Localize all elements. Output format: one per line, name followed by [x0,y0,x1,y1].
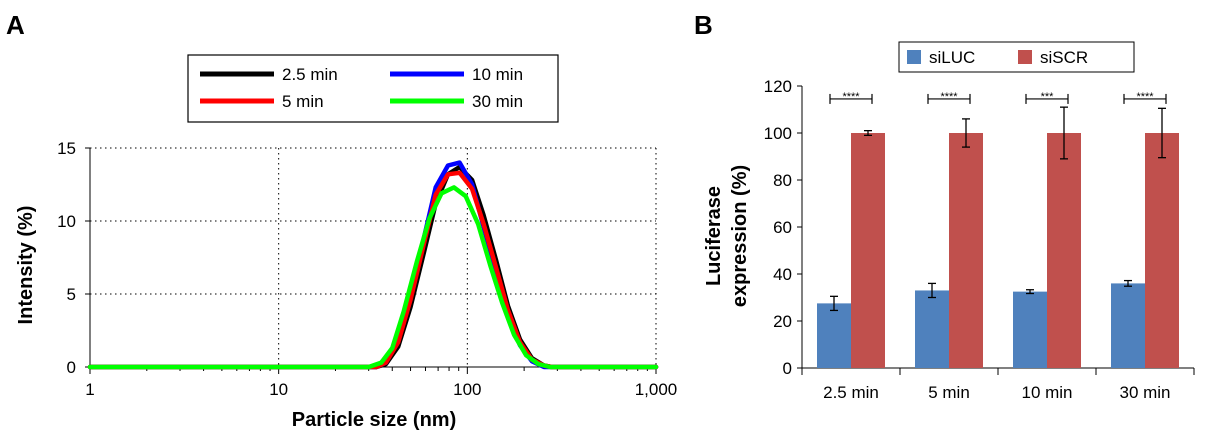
x-tick-label: 10 [269,380,288,399]
y-tick-label: 0 [783,359,792,378]
legend-box [898,41,1135,73]
panel-a-label: A [6,10,25,40]
legend: siLUC siSCR [898,41,1135,73]
legend-label: 10 min [472,65,523,84]
x-tick-label: 100 [453,380,481,399]
significance-stars: **** [940,91,958,103]
bar-siLUC [1111,283,1145,368]
legend-label: siSCR [1040,48,1088,67]
legend-box [187,54,559,123]
x-tick-label: 1 [85,380,94,399]
y-tick-label: 40 [773,265,792,284]
series-line [87,164,659,370]
y-tick-label: 20 [773,312,792,331]
series-line [87,170,659,370]
significance-stars: **** [842,91,860,103]
chart-b-y-axis-title-line2: expression (%) [729,165,751,307]
legend-label: siLUC [929,48,975,67]
bar-siSCR [1047,133,1081,368]
legend: 2.5 min 10 min 5 min 30 min [187,54,559,123]
y-tick-label: 15 [57,139,76,158]
y-tick-label: 0 [67,358,76,377]
legend-swatch [907,50,921,64]
legend-label: 30 min [472,92,523,111]
bar-siLUC [915,290,949,368]
y-tick-label: 10 [57,212,76,231]
legend-swatch [1018,50,1032,64]
chart-b-y-axis-title-line1: Luciferase [703,186,725,286]
bar-siSCR [949,133,983,368]
y-tick-label: 120 [764,77,792,96]
series-line [87,160,659,370]
legend-label: 2.5 min [282,65,338,84]
series-line [87,185,659,370]
chart-a-x-axis-title: Particle size (nm) [292,409,457,431]
bar-siLUC [1013,291,1047,368]
significance-stars: *** [1041,91,1055,103]
x-tick-label: 30 min [1119,383,1170,402]
bar-siLUC [817,303,851,368]
bar-siSCR [1145,133,1179,368]
panel-b-label: B [694,10,713,40]
x-tick-label: 10 min [1021,383,1072,402]
y-tick-label: 100 [764,124,792,143]
y-tick-label: 60 [773,218,792,237]
bar-siSCR [851,133,885,368]
x-tick-label: 2.5 min [823,383,879,402]
x-tick-label: 5 min [928,383,970,402]
legend-label: 5 min [282,92,324,111]
y-tick-label: 5 [67,285,76,304]
chart-a-y-axis-title: Intensity (%) [15,206,37,325]
significance-stars: **** [1136,91,1154,103]
x-tick-label: 1,000 [635,380,678,399]
size-distribution-chart: 1 10 100 1,000 0 5 10 15 2.5 min 10 min 5 min 30 mi… [57,54,678,399]
y-tick-label: 80 [773,171,792,190]
luciferase-bar-chart: 0 20 40 60 80 100 120 **** 2.5 min **** 5 min *** 10… [764,41,1195,402]
